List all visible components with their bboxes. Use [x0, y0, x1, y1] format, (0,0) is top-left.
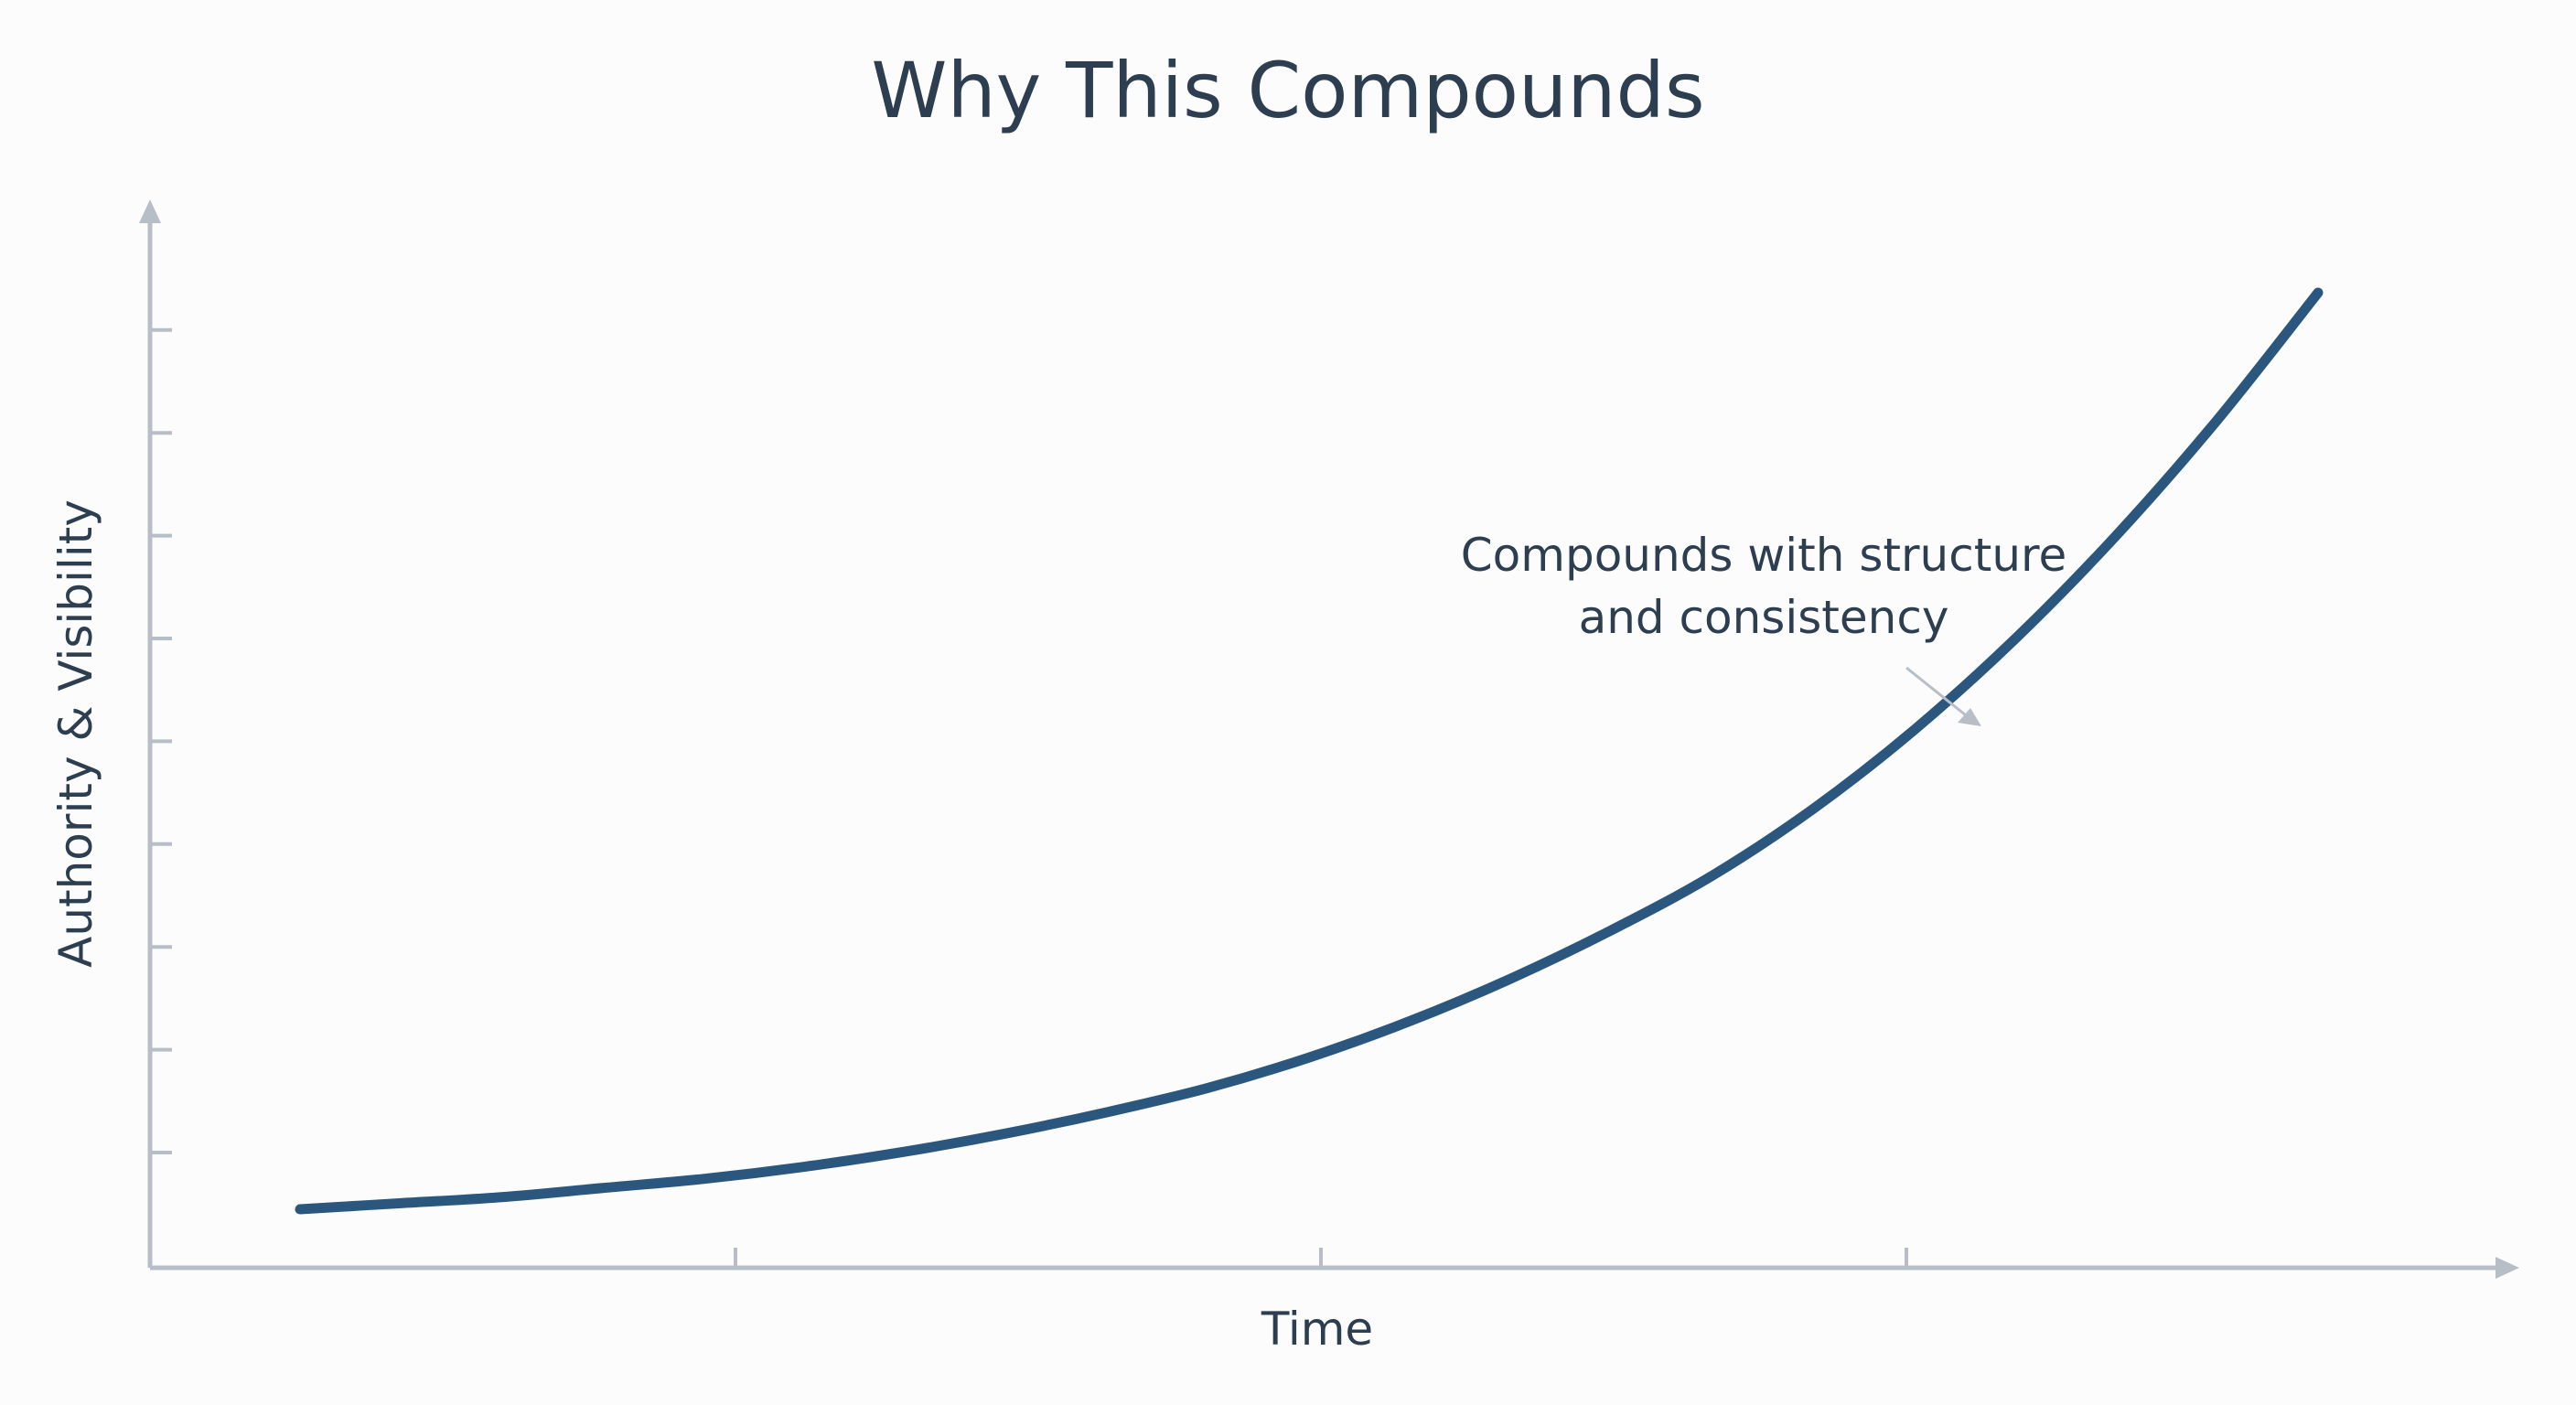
annotation-line-1: Compounds with structure: [1461, 529, 2066, 582]
y-axis-label: Authority & Visibility: [49, 499, 102, 968]
axes: [139, 199, 2519, 1279]
annotation-line-2: and consistency: [1579, 591, 1949, 644]
y-axis-arrow-icon: [139, 199, 161, 223]
chart-title: Why This Compounds: [871, 46, 1704, 135]
annotation: Compounds with structure and consistency: [1461, 529, 2066, 726]
series-line: [295, 287, 2324, 1215]
ticks: [150, 327, 1908, 1268]
annotation-pointer: [1905, 666, 1971, 721]
annotation-arrow-icon: [1958, 708, 1981, 726]
x-axis-arrow-icon: [2496, 1257, 2519, 1279]
series-layer: [295, 287, 2324, 1215]
x-axis-label: Time: [1261, 1303, 1373, 1356]
